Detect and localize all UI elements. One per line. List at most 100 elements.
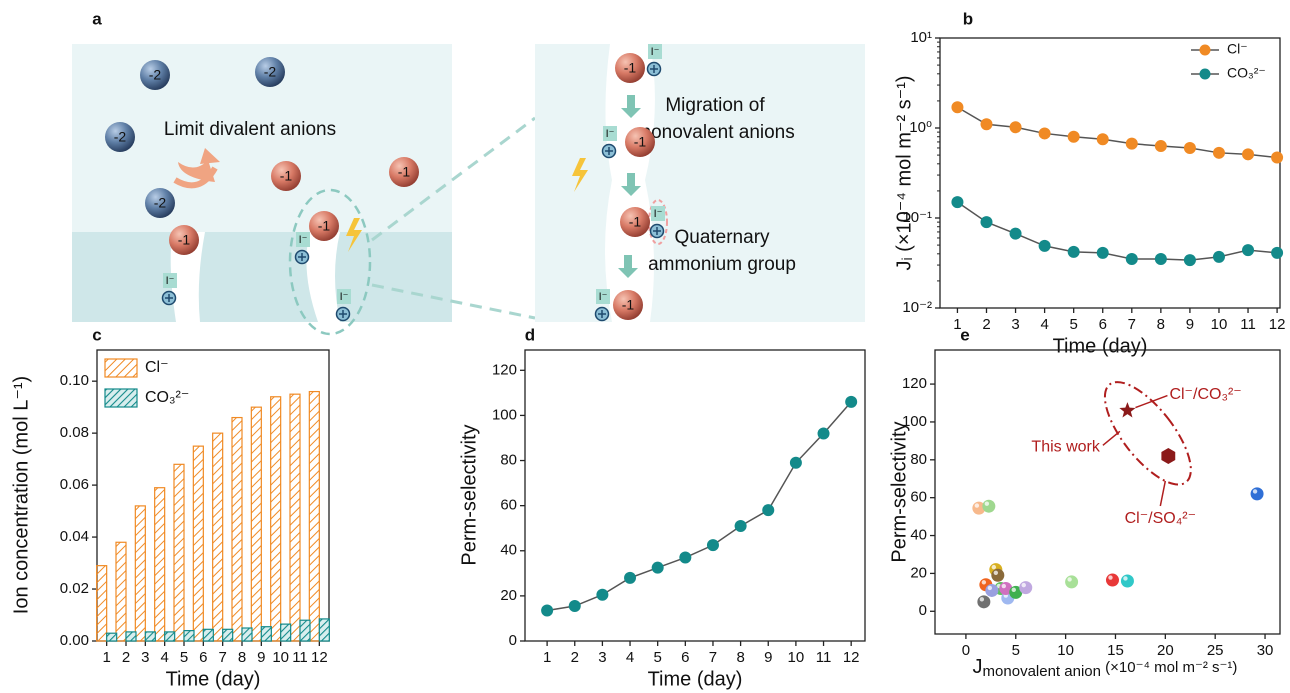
point xyxy=(568,600,581,613)
x-tick-label: 11 xyxy=(292,649,308,666)
monovalent-ion-label: -1 xyxy=(629,214,642,230)
x-axis-label-symbol: J xyxy=(973,656,983,678)
point-highlight xyxy=(991,564,997,570)
x-tick-label: 3 xyxy=(141,649,149,666)
x-tick-label: 9 xyxy=(1186,316,1194,333)
y-axis-label: Perm-selectivity xyxy=(888,421,910,562)
this-work-hexagon xyxy=(1161,448,1176,465)
y-axis-label: Jᵢ (×10⁻⁴ mol m⁻² s⁻¹) xyxy=(893,75,915,270)
zoom-line xyxy=(371,283,536,320)
panel-label: e xyxy=(960,325,969,344)
point xyxy=(991,568,1005,582)
x-axis-label: Time (day) xyxy=(1053,335,1148,357)
channel xyxy=(170,232,205,322)
y-tick-label: 80 xyxy=(910,451,927,468)
divalent-ion-label: -2 xyxy=(154,195,167,211)
panel-label: c xyxy=(92,325,101,344)
y-tick-label: 20 xyxy=(500,587,517,604)
y-tick-label: 80 xyxy=(500,452,517,469)
point xyxy=(1067,130,1080,143)
monovalent-ion-label: -1 xyxy=(318,218,331,234)
point xyxy=(1212,146,1225,159)
point xyxy=(845,395,858,408)
bar xyxy=(270,396,282,642)
caption: Quaternary xyxy=(674,227,770,248)
x-tick-label: 30 xyxy=(1257,642,1274,659)
point-highlight xyxy=(1252,489,1258,494)
annotation: This work xyxy=(1031,439,1100,456)
y-tick-label: 0.06 xyxy=(60,476,89,493)
plot-frame xyxy=(524,349,866,642)
x-tick-label: 10 xyxy=(1211,316,1228,333)
ammonium-plus xyxy=(165,294,173,302)
point-highlight xyxy=(981,580,987,585)
membrane-region xyxy=(72,232,452,322)
bar xyxy=(289,393,301,642)
bar xyxy=(212,432,224,642)
point-highlight xyxy=(984,501,990,506)
legend-swatch xyxy=(104,388,138,408)
x-tick-label: 4 xyxy=(626,649,634,666)
diagram-labels: a b c d e Limit divalent anions Migration of mo… xyxy=(92,9,973,344)
y-tick-label: 0.00 xyxy=(60,632,89,649)
point xyxy=(817,427,830,440)
charge-tag xyxy=(648,44,662,59)
point xyxy=(1242,244,1255,257)
legend-marker xyxy=(1199,68,1211,80)
y-tick-label: 20 xyxy=(910,564,927,581)
zoom-line xyxy=(371,116,536,242)
bar xyxy=(106,632,118,642)
bar xyxy=(192,445,204,642)
point xyxy=(1271,151,1284,164)
series-line xyxy=(546,401,852,612)
annotation-leader xyxy=(1159,480,1167,507)
charge-tag xyxy=(651,206,665,221)
charge-tag xyxy=(596,289,610,304)
point-highlight xyxy=(993,570,999,576)
point xyxy=(762,504,775,517)
point xyxy=(1212,250,1225,263)
monovalent-ion xyxy=(613,290,643,320)
charge-tag-label: I⁻ xyxy=(599,291,608,303)
x-tick-label: 3 xyxy=(598,649,606,666)
divalent-ion-label: -2 xyxy=(264,64,277,80)
x-tick-label: 10 xyxy=(788,649,805,666)
point xyxy=(1009,227,1022,240)
monovalent-ion-label: -1 xyxy=(398,164,411,180)
divalent-ion-label: -2 xyxy=(149,67,162,83)
ammonium-plus xyxy=(653,227,661,235)
ammonium-plus xyxy=(598,310,606,318)
bar xyxy=(173,463,185,642)
monovalent-ion xyxy=(271,161,301,191)
point xyxy=(980,216,993,229)
x-tick-label: 20 xyxy=(1157,642,1174,659)
bar xyxy=(308,390,320,642)
reject-arrow-head xyxy=(200,148,220,164)
x-axis-label-unit: (×10⁻⁴ mol m⁻² s⁻¹) xyxy=(1101,659,1237,676)
monovalent-ion-label: -1 xyxy=(634,134,647,150)
y-tick-label: 10⁻¹ xyxy=(902,209,932,226)
legend-swatch xyxy=(104,358,138,378)
point xyxy=(951,101,964,114)
bar xyxy=(144,631,156,642)
monovalent-ion-label: -1 xyxy=(624,60,637,76)
y-tick-label: 0.04 xyxy=(60,528,89,545)
divalent-ion xyxy=(145,188,175,218)
point xyxy=(734,519,747,532)
monovalent-ion xyxy=(625,127,655,157)
charge-tag-label: I⁻ xyxy=(166,275,175,287)
point xyxy=(706,539,719,552)
bar xyxy=(183,630,195,642)
annotation-leader xyxy=(1102,430,1121,446)
point xyxy=(1271,246,1284,259)
y-tick-label: 40 xyxy=(500,542,517,559)
bar xyxy=(134,505,146,642)
point xyxy=(1096,133,1109,146)
point-highlight xyxy=(987,585,993,591)
point-highlight xyxy=(979,597,985,602)
x-tick-label: 12 xyxy=(843,649,860,666)
y-tick-label: 40 xyxy=(910,527,927,544)
point xyxy=(1065,575,1079,589)
x-tick-label: 2 xyxy=(982,316,990,333)
divalent-ion xyxy=(255,57,285,87)
